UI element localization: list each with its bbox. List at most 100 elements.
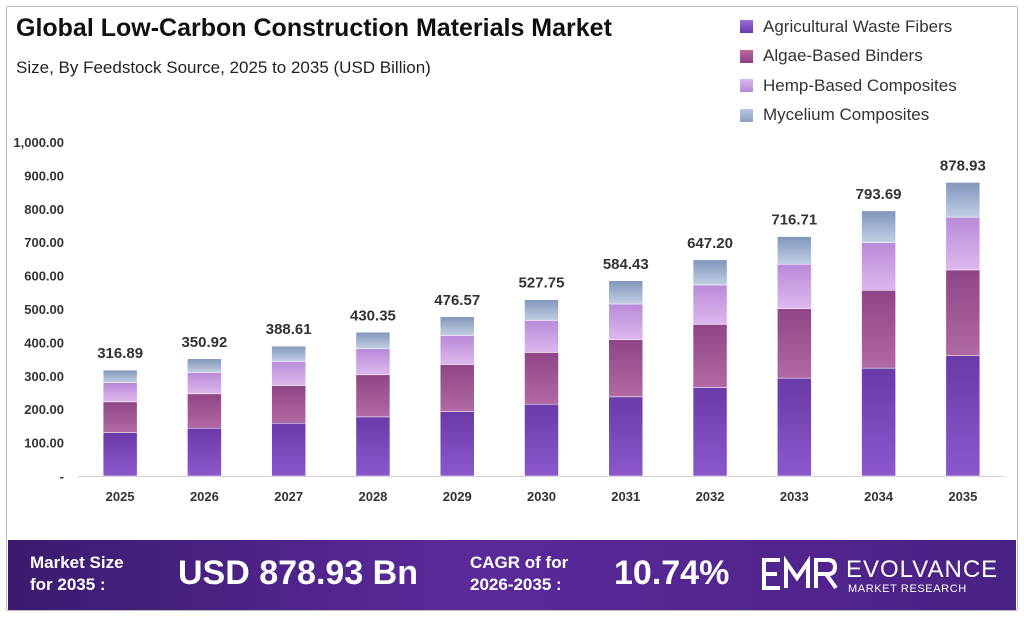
legend-swatch <box>740 20 753 34</box>
bar-segment-mycelium-composites <box>692 259 728 286</box>
cagr-label-line1: CAGR of for <box>470 553 569 572</box>
bar-segment-agricultural-waste-fibers <box>861 367 896 477</box>
bar-segment-mycelium-composites <box>608 280 644 305</box>
bar-segment-hemp-based-composites <box>524 320 559 353</box>
bar-segment-algae-based-binders <box>102 401 138 433</box>
x-tick-label: 2028 <box>358 489 387 504</box>
legend-swatch <box>740 108 753 122</box>
bar-segment-agricultural-waste-fibers <box>439 411 475 477</box>
bar-segment-agricultural-waste-fibers <box>187 427 222 477</box>
bar-segment-mycelium-composites <box>271 345 306 362</box>
cagr-label-line2: 2026-2035 : <box>470 575 562 594</box>
x-tick-label: 2029 <box>443 489 472 504</box>
bar-segment-mycelium-composites <box>945 182 981 218</box>
bar-segment-algae-based-binders <box>439 364 475 412</box>
bar-segment-mycelium-composites <box>524 299 559 321</box>
x-tick-label: 2025 <box>106 489 135 504</box>
bar-segment-agricultural-waste-fibers <box>355 416 391 477</box>
bar-segment-algae-based-binders <box>777 308 812 379</box>
total-value-label: 350.92 <box>181 334 227 351</box>
y-tick-label: 1,000.00 <box>13 135 64 150</box>
chart-legend: Agricultural Waste Fibers Algae-Based Bi… <box>740 12 957 130</box>
logo-name: EVOLVANCE <box>846 556 999 583</box>
chart-subtitle: Size, By Feedstock Source, 2025 to 2035 … <box>16 58 431 77</box>
y-tick-label: 300.00 <box>24 369 64 384</box>
bar-segment-agricultural-waste-fibers <box>271 422 306 477</box>
bar-segment-hemp-based-composites <box>861 242 896 291</box>
chart-frame <box>6 6 1018 611</box>
bar-segment-mycelium-composites <box>355 332 391 349</box>
bar-segment-algae-based-binders <box>692 324 728 388</box>
bar-segment-mycelium-composites <box>187 358 222 373</box>
market-size-label: Market Size for 2035 : <box>30 552 124 596</box>
total-value-label: 793.69 <box>856 186 902 203</box>
legend-label: Mycelium Composites <box>763 105 930 125</box>
y-tick-label: 100.00 <box>24 436 64 451</box>
bar-segment-hemp-based-composites <box>271 361 306 386</box>
legend-label: Hemp-Based Composites <box>763 75 957 95</box>
legend-item-hemp-based-composites: Hemp-Based Composites <box>740 71 957 101</box>
company-logo: EVOLVANCE MARKET RESEARCH <box>760 552 1008 598</box>
total-value-label: 584.43 <box>603 256 649 273</box>
bar-segment-hemp-based-composites <box>355 348 391 376</box>
bar-segment-hemp-based-composites <box>608 303 644 340</box>
bar-segment-mycelium-composites <box>777 236 812 265</box>
x-tick-label: 2030 <box>527 489 556 504</box>
x-tick-label: 2033 <box>780 489 809 504</box>
total-value-label: 388.61 <box>266 321 312 338</box>
x-tick-label: 2032 <box>696 489 725 504</box>
legend-label: Algae-Based Binders <box>763 46 923 66</box>
bar-segment-hemp-based-composites <box>439 335 475 365</box>
bar-segment-agricultural-waste-fibers <box>608 396 644 477</box>
emr-logo-icon <box>762 556 838 590</box>
bar-segment-algae-based-binders <box>187 393 222 429</box>
bar-segment-algae-based-binders <box>524 352 559 405</box>
bar-segment-agricultural-waste-fibers <box>524 403 559 477</box>
bar-segment-hemp-based-composites <box>777 263 812 309</box>
bar-segment-algae-based-binders <box>945 269 981 357</box>
bar-segment-hemp-based-composites <box>945 216 981 271</box>
bar-segment-algae-based-binders <box>271 385 306 424</box>
legend-swatch <box>740 49 753 63</box>
total-value-label: 316.89 <box>97 345 143 362</box>
market-size-value: USD 878.93 Bn <box>178 554 418 592</box>
bar-segment-hemp-based-composites <box>102 382 138 403</box>
bar-segment-agricultural-waste-fibers <box>102 432 138 477</box>
bar-segment-agricultural-waste-fibers <box>777 377 812 477</box>
total-value-label: 527.75 <box>519 275 565 292</box>
bar-segment-mycelium-composites <box>102 369 138 383</box>
legend-item-mycelium-composites: Mycelium Composites <box>740 101 957 131</box>
y-tick-label: 500.00 <box>24 302 64 317</box>
bar-segment-hemp-based-composites <box>692 284 728 325</box>
x-tick-label: 2027 <box>274 489 303 504</box>
y-tick-label: 600.00 <box>24 269 64 284</box>
bar-segment-algae-based-binders <box>608 339 644 398</box>
y-tick-label: 700.00 <box>24 235 64 250</box>
total-value-label: 878.93 <box>940 157 986 174</box>
bar-segment-agricultural-waste-fibers <box>945 355 981 477</box>
total-value-label: 647.20 <box>687 235 733 252</box>
stacked-bar-chart: - 100.00 200.00 300.00 400.00 500.00 600.00 700… <box>13 135 1005 504</box>
cagr-value: 10.74% <box>614 554 730 592</box>
legend-item-agricultural-waste-fibers: Agricultural Waste Fibers <box>740 12 957 42</box>
bars <box>102 182 981 477</box>
x-tick-label: 2026 <box>190 489 219 504</box>
x-tick-label: 2035 <box>948 489 977 504</box>
y-axis: - 100.00 200.00 300.00 400.00 500.00 600.00 700… <box>13 135 64 484</box>
bar-segment-hemp-based-composites <box>187 372 222 395</box>
y-tick-label: 200.00 <box>24 402 64 417</box>
y-tick-label: 800.00 <box>24 202 64 217</box>
total-labels: 316.89 350.92 388.61 430.35 476.57 527.75 584.… <box>97 157 986 362</box>
total-value-label: 476.57 <box>434 292 480 309</box>
market-size-label-line2: for 2035 : <box>30 575 106 594</box>
logo-subtitle: MARKET RESEARCH <box>848 583 967 595</box>
total-value-label: 430.35 <box>350 307 396 324</box>
bar-segment-mycelium-composites <box>861 210 896 243</box>
x-tick-label: 2034 <box>864 489 894 504</box>
x-axis: 2025 2026 2027 2028 2029 2030 2031 2032 2033 2034… <box>78 476 1005 504</box>
x-tick-label: 2031 <box>611 489 640 504</box>
bar-segment-algae-based-binders <box>861 290 896 369</box>
cagr-label: CAGR of for 2026-2035 : <box>470 552 568 596</box>
bar-segment-algae-based-binders <box>355 374 391 418</box>
y-tick-label: 900.00 <box>24 168 64 183</box>
